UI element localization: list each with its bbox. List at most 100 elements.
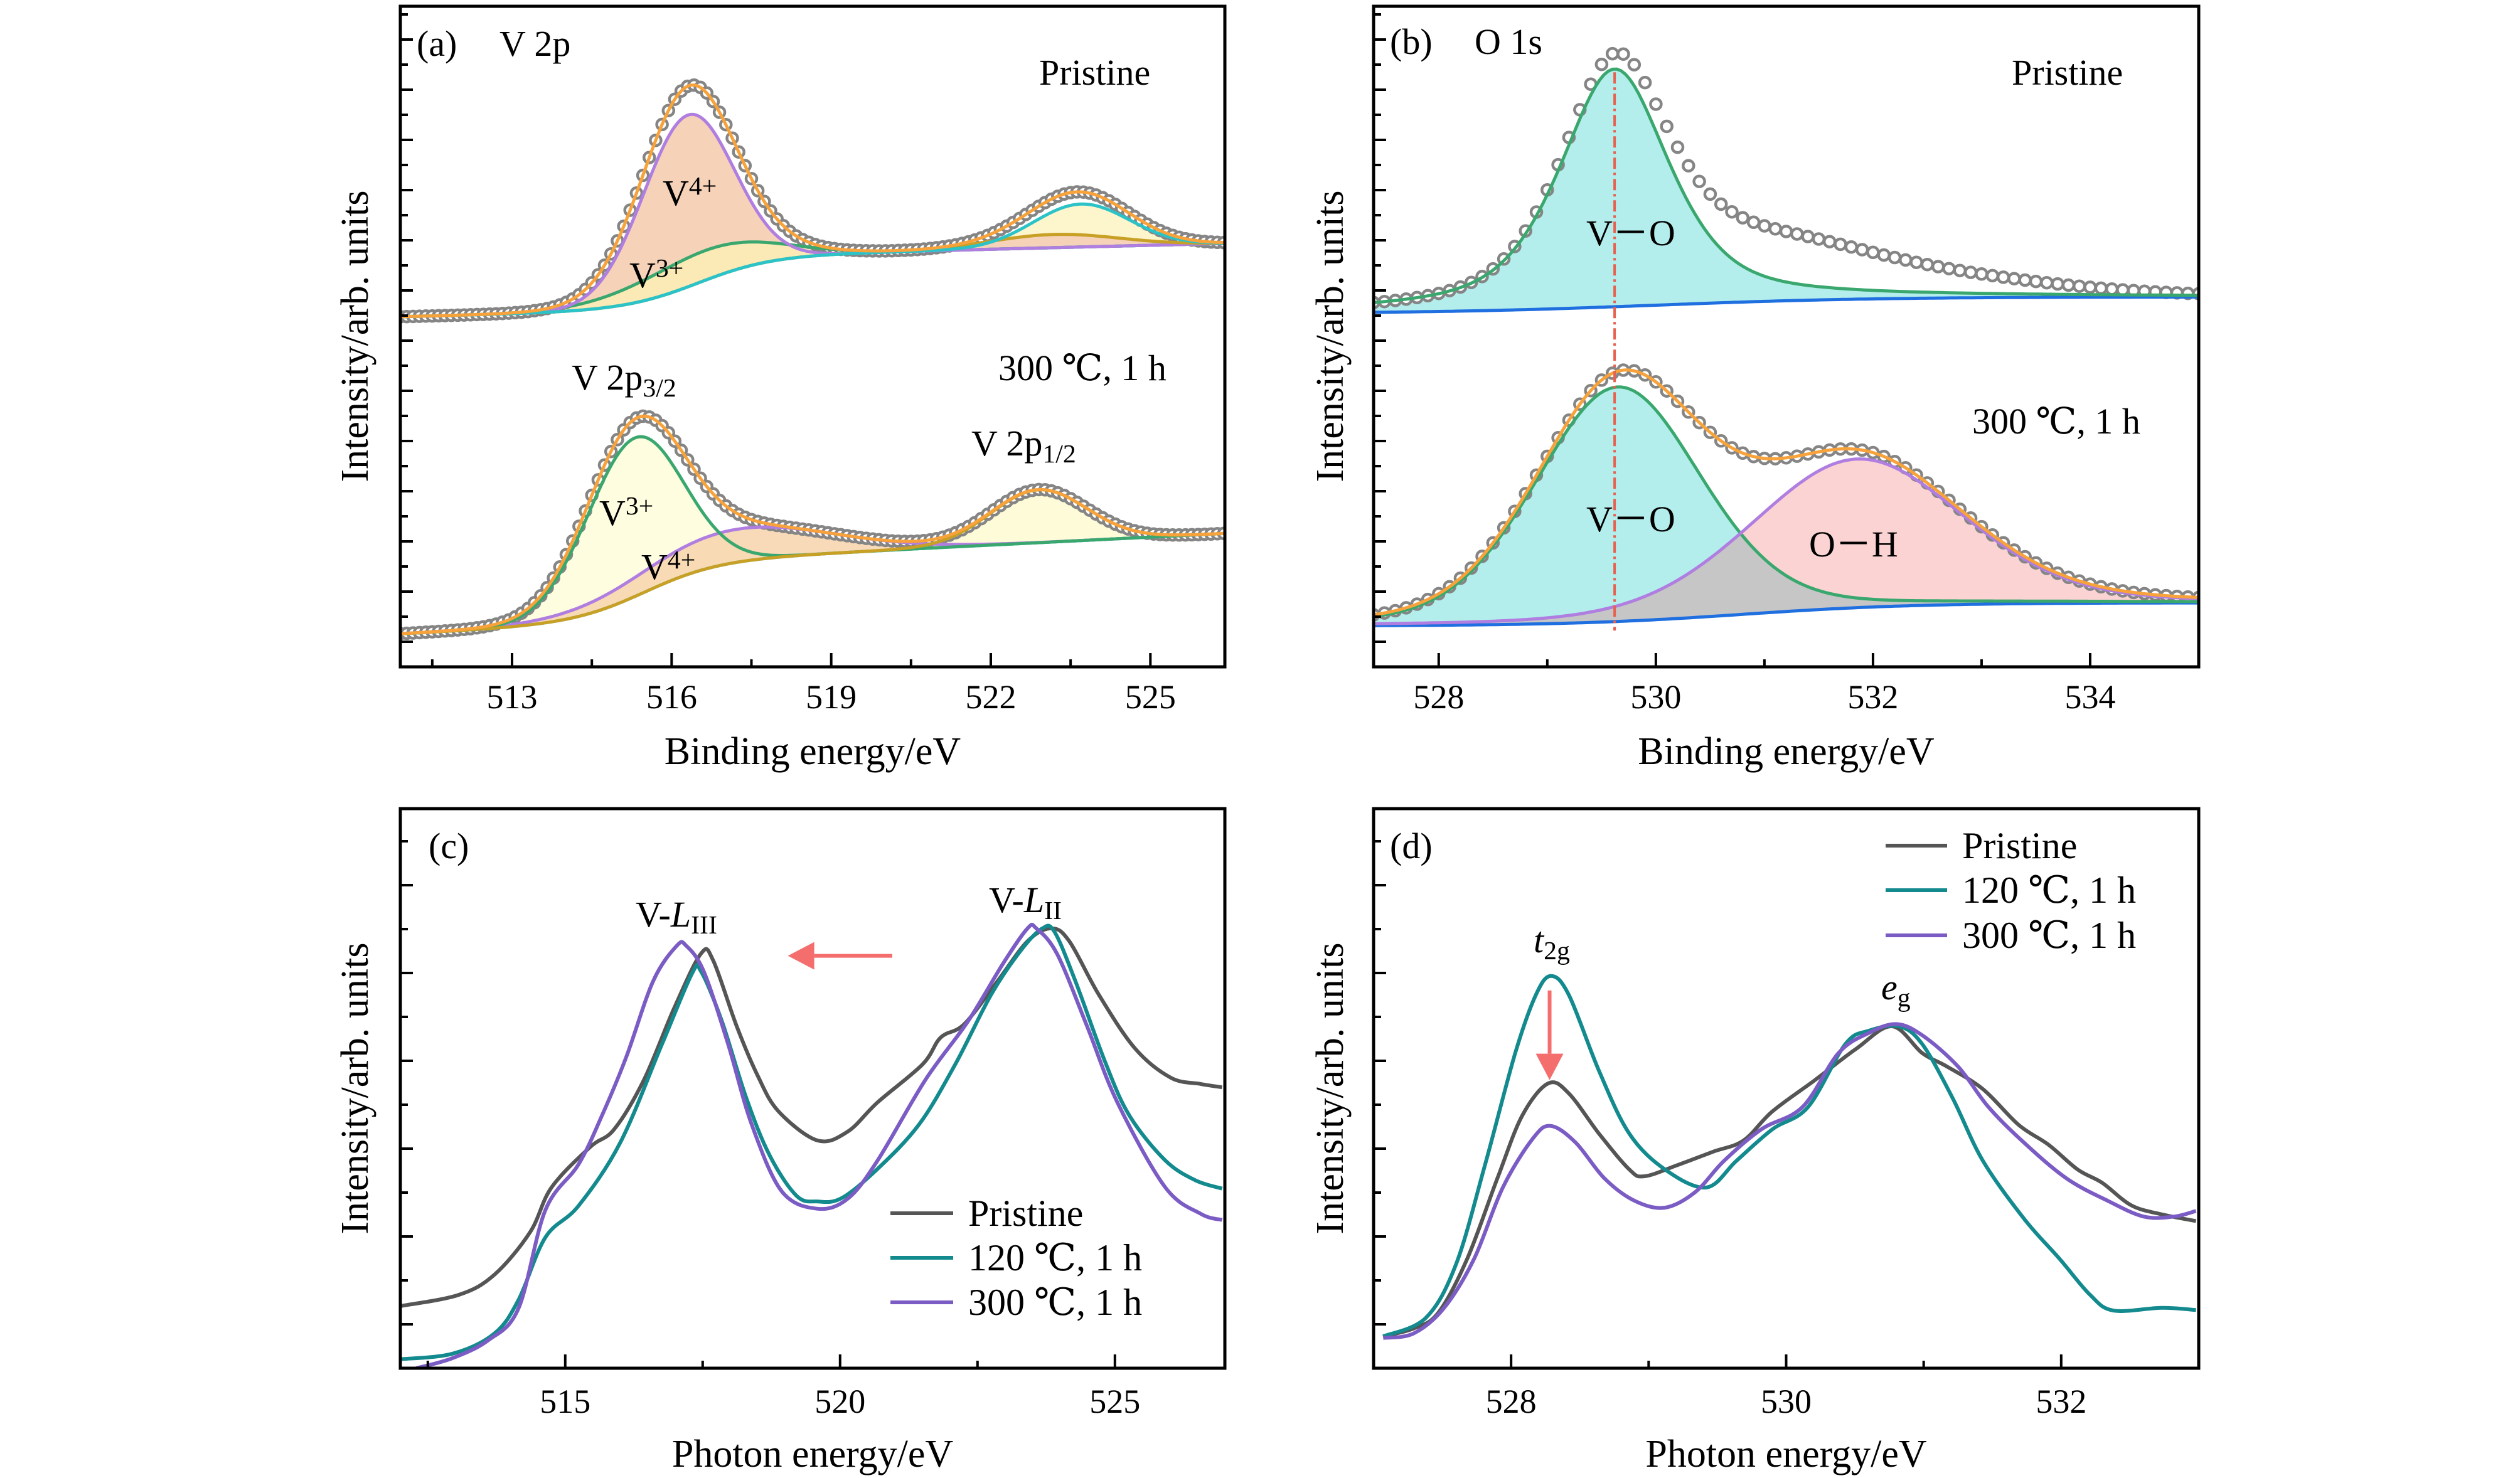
y-axis-label: Intensity/arb. units — [334, 943, 376, 1235]
annotation-part: V — [629, 255, 656, 295]
data-point — [1844, 240, 1859, 254]
legend-item: 300 ℃, 1 h — [1886, 915, 2136, 956]
y-axis-label: Intensity/arb. units — [1309, 943, 1352, 1235]
plot-frame — [1372, 4, 2201, 669]
data-point — [2051, 277, 2064, 291]
data-point — [1223, 238, 1225, 247]
y-axis-label: Intensity/arb. units — [334, 191, 376, 482]
plot-area — [1374, 46, 2215, 631]
fit-line — [1374, 368, 2199, 617]
x-axis-label: Photon energy/eV — [1645, 1433, 1927, 1475]
legend-label: Pristine — [968, 1193, 1083, 1234]
x-tick-label: 532 — [2036, 1383, 2086, 1420]
annotation: 300 ℃, 1 h — [998, 348, 1167, 388]
annotation-part: t — [1534, 920, 1545, 960]
plot-area — [400, 922, 1223, 1368]
fit-line — [1374, 67, 2199, 304]
fit-line — [1374, 457, 2199, 625]
x-axis-label: Binding energy/eV — [1638, 730, 1935, 773]
data-point — [1649, 97, 1663, 111]
annotation-part: e — [1881, 967, 1898, 1007]
data-point — [1605, 46, 1620, 61]
x-tick-label: 516 — [646, 678, 697, 716]
annotation: O－H — [1809, 524, 1898, 565]
data-point — [1953, 263, 1967, 277]
annotation-part: 1/2 — [1042, 440, 1076, 469]
spectrum-annealed — [1374, 363, 2215, 627]
annotation-part: V — [641, 546, 668, 587]
data-point — [1985, 268, 2000, 283]
series-line-2 — [1382, 1022, 2197, 1340]
data-point — [1725, 205, 1739, 219]
legend-label: 300 ℃, 1 h — [1962, 915, 2136, 956]
panel-label: (a) — [417, 23, 457, 64]
panel-label: (c) — [429, 826, 469, 866]
arrow-icon — [1535, 990, 1564, 1080]
panel-label: (b) — [1390, 21, 1433, 62]
arrow-icon — [788, 942, 893, 970]
legend-item: 300 ℃, 1 h — [890, 1282, 1142, 1323]
data-point — [2204, 593, 2215, 603]
spectrum-pristine — [400, 78, 1225, 324]
data-point — [1877, 248, 1891, 262]
annotation-part: 4+ — [668, 546, 695, 575]
data-point — [1834, 237, 1847, 252]
panel-label: (d) — [1390, 826, 1433, 866]
data-point — [1736, 211, 1750, 225]
annotation: V3+ — [629, 254, 683, 295]
data-point — [1812, 232, 1826, 246]
series-line-1 — [400, 923, 1223, 1361]
data-point — [2018, 273, 2032, 287]
component-fill — [400, 234, 1224, 317]
annotation: Pristine — [1039, 52, 1150, 93]
data-point — [1779, 225, 1793, 238]
x-tick-label: 532 — [1847, 678, 1898, 716]
annotation: 300 ℃, 1 h — [1972, 401, 2140, 442]
data-point — [1758, 219, 1771, 233]
annotation-part: V－O — [1586, 213, 1675, 253]
x-tick-label: 515 — [540, 1383, 590, 1420]
component-fill — [400, 489, 1224, 634]
x-tick-label: 525 — [1089, 1383, 1140, 1420]
data-point — [2105, 282, 2119, 296]
annotation-part: II — [1044, 896, 1062, 925]
data-point — [1594, 57, 1609, 72]
data-point — [1660, 119, 1674, 134]
data-point — [1638, 75, 1652, 90]
annotation-part: O－H — [1809, 524, 1898, 565]
data-point — [1768, 222, 1782, 236]
data-point — [1942, 262, 1956, 275]
annotation: V4+ — [663, 172, 717, 213]
data-point — [1670, 140, 1685, 154]
annotation-part: 3+ — [626, 492, 653, 521]
annotation-part: g — [1898, 984, 1911, 1013]
data-point — [1790, 227, 1804, 241]
background-line — [1374, 295, 2199, 314]
data-point — [2204, 289, 2215, 299]
data-point — [1627, 58, 1642, 72]
component-fill — [1374, 386, 2199, 626]
annotation-part: 2g — [1544, 937, 1570, 965]
annotation-part: 300 ℃, 1 h — [1972, 401, 2140, 442]
annotation-part: V- — [636, 894, 671, 935]
data-point — [2040, 275, 2054, 290]
annotation: V－O — [1586, 499, 1675, 540]
annotation-part: V 2p — [971, 423, 1042, 464]
annotation-part: V－O — [1586, 499, 1675, 540]
series-line-1 — [1382, 974, 2196, 1339]
spectrum-pristine — [1374, 46, 2215, 314]
legend-item: 120 ℃, 1 h — [1886, 869, 2136, 911]
data-point — [1963, 265, 1978, 279]
legend-label: Pristine — [1962, 825, 2077, 866]
data-point — [1920, 257, 1935, 272]
annotation: t2g — [1534, 920, 1570, 965]
fit-line — [400, 414, 1224, 635]
annotation-part: Pristine — [1039, 52, 1150, 93]
x-tick-label: 513 — [487, 678, 538, 716]
component-fill — [400, 437, 1224, 634]
data-point — [2007, 272, 2021, 285]
